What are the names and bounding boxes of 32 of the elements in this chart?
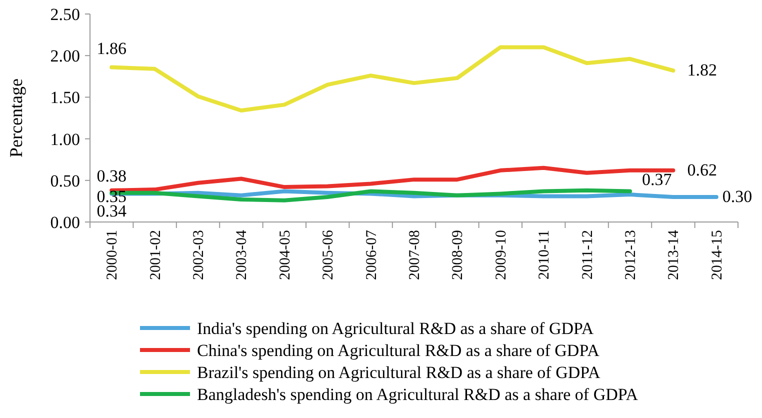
x-tick-label: 2002-03 bbox=[191, 230, 207, 280]
x-tick-label: 2003-04 bbox=[234, 230, 250, 280]
legend-label: Brazil's spending on Agricultural R&D as a share of GDPA bbox=[197, 363, 602, 382]
legend-label: India's spending on Agricultural R&D as a share of GDPA bbox=[197, 319, 594, 338]
x-tick-label: 2004-05 bbox=[277, 230, 294, 280]
legend-label: Bangladesh's spending on Agricultural R&D as a share of GDPA bbox=[197, 385, 639, 404]
x-tick-label: 2011-12 bbox=[580, 230, 596, 280]
x-tick-label: 2014-15 bbox=[709, 230, 726, 280]
x-tick-label: 2000-01 bbox=[104, 230, 121, 280]
text: 2.50 bbox=[50, 5, 80, 24]
x-tick-label: 2012-13 bbox=[623, 230, 639, 280]
data-label: 1.82 bbox=[687, 60, 717, 80]
text: 1.00 bbox=[50, 130, 80, 149]
text: 2.00 bbox=[50, 46, 80, 66]
x-tick-label: 2001-02 bbox=[148, 230, 164, 280]
data-label: 0.37 bbox=[642, 170, 672, 190]
x-tick-label: 2010-11 bbox=[536, 230, 553, 280]
data-label: 0.62 bbox=[687, 160, 717, 180]
x-tick-label: 2009-10 bbox=[493, 230, 510, 280]
data-label: 1.86 bbox=[96, 39, 126, 58]
x-tick-label: 2013-14 bbox=[666, 230, 682, 280]
x-tick-label: 2006-07 bbox=[364, 230, 380, 280]
legend-label: China's spending on Agricultural R&D as a share of GDPA bbox=[197, 341, 600, 360]
text: 0.50 bbox=[50, 171, 80, 190]
data-label: 0.30 bbox=[722, 187, 752, 206]
x-tick-label: 2005-06 bbox=[320, 230, 337, 280]
text: 1.50 bbox=[50, 88, 80, 108]
x-tick-label: 2008-09 bbox=[450, 230, 466, 280]
x-tick-label: 2007-08 bbox=[407, 230, 423, 280]
text: 0.00 bbox=[50, 213, 80, 232]
y-axis-title: Percentage bbox=[6, 78, 26, 158]
data-label: 0.38 bbox=[96, 166, 126, 186]
